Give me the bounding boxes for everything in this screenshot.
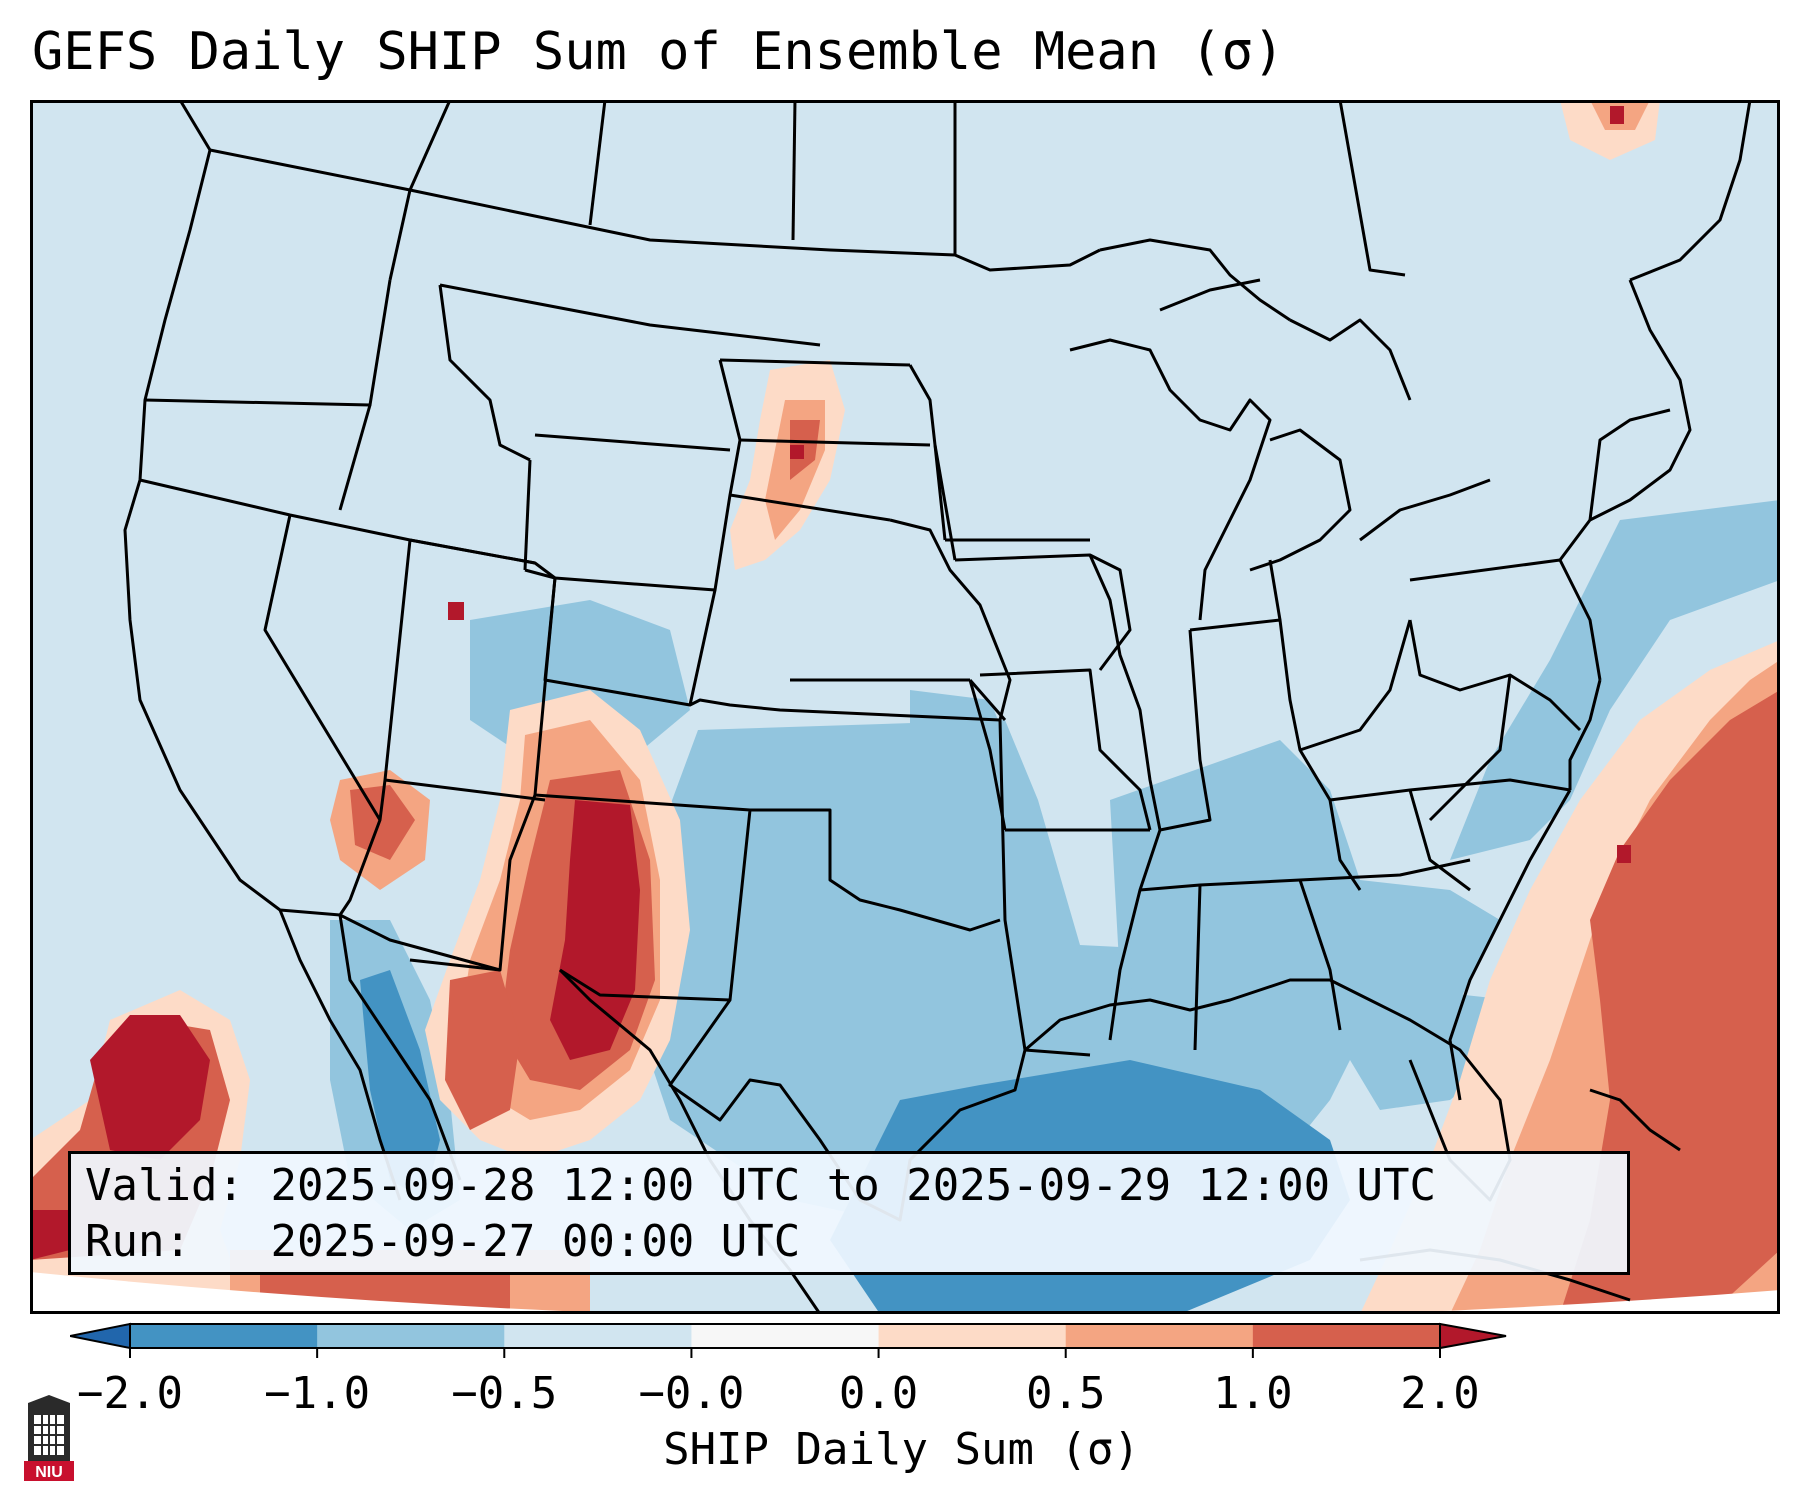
colorbar-tick-label: 0.5 <box>1026 1368 1105 1419</box>
map-frame <box>30 100 1780 1314</box>
colorbar-tick-label: −1.0 <box>264 1368 370 1419</box>
colorbar-segment <box>504 1324 692 1348</box>
run-label: Run: <box>85 1216 191 1267</box>
colorbar-frame <box>129 1323 1441 1349</box>
colorbar-segment <box>1252 1324 1441 1348</box>
colorbar-segment <box>317 1324 505 1348</box>
colorbar-segment <box>130 1324 318 1348</box>
colorbar-segment <box>1065 1324 1254 1348</box>
colorbar-tick-label: −0.5 <box>451 1368 557 1419</box>
colorbar-tick-label: 2.0 <box>1400 1368 1479 1419</box>
valid-value: 2025-09-28 12:00 UTC to 2025-09-29 12:00… <box>270 1160 1437 1211</box>
run-line: Run: 2025-09-27 00:00 UTC <box>85 1216 800 1267</box>
colorbar-label: SHIP Daily Sum (σ) <box>663 1424 1140 1475</box>
valid-line: Valid: 2025-09-28 12:00 UTC to 2025-09-2… <box>85 1160 1436 1211</box>
niu-logo-icon: NIU <box>24 1395 74 1481</box>
run-value: 2025-09-27 00:00 UTC <box>270 1216 801 1267</box>
colorbar-tick-label: −2.0 <box>77 1368 183 1419</box>
colorbar-under-arrow <box>70 1322 131 1350</box>
colorbar-segment <box>691 1324 880 1348</box>
colorbar-tick-label: −0.0 <box>638 1368 744 1419</box>
colorbar: −2.0 −1.0 −0.5 −0.0 0.0 0.5 1.0 2.0 <box>70 1322 1507 1419</box>
colorbar-tick-label: 0.0 <box>839 1368 918 1419</box>
valid-label: Valid: <box>85 1160 244 1211</box>
chart-title: GEFS Daily SHIP Sum of Ensemble Mean (σ) <box>32 22 1285 82</box>
colorbar-segment <box>878 1324 1067 1348</box>
colorbar-tick-label: 1.0 <box>1213 1368 1292 1419</box>
svg-text:NIU: NIU <box>35 1464 63 1481</box>
info-box: Valid: 2025-09-28 12:00 UTC to 2025-09-2… <box>68 1151 1630 1275</box>
colorbar-over-arrow <box>1439 1322 1507 1350</box>
state-boundaries <box>123 100 1752 1314</box>
projection-edge <box>30 1272 1780 1314</box>
map-panel[interactable] <box>30 100 1780 1314</box>
